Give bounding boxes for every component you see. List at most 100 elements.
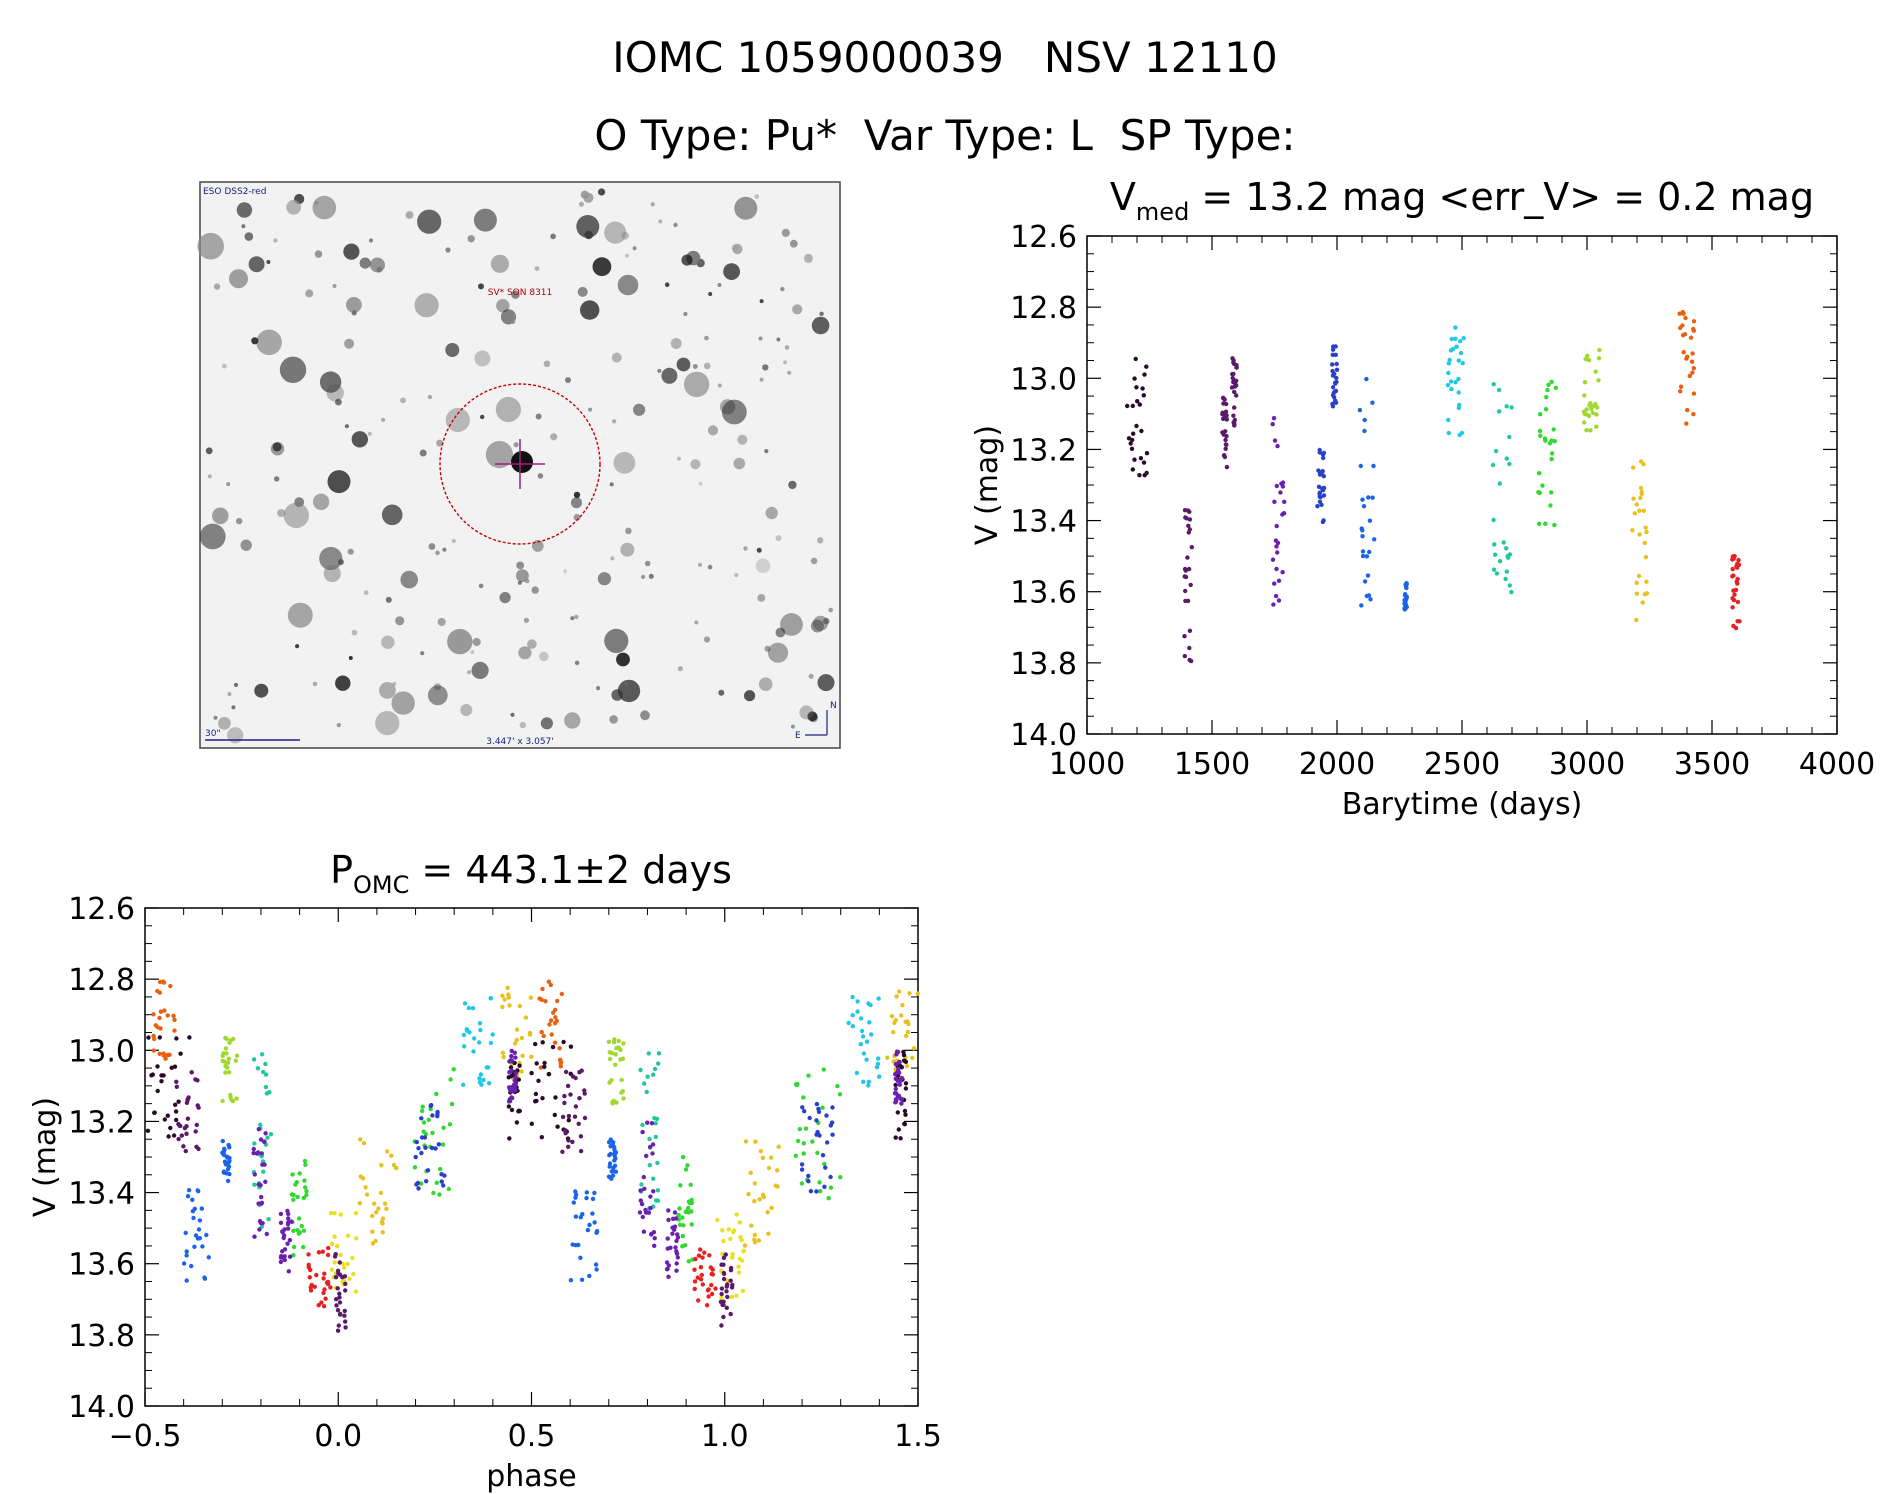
data-point xyxy=(758,1149,764,1154)
y-tick-label: 12.8 xyxy=(1010,291,1077,326)
data-point xyxy=(1187,645,1192,651)
finder-star xyxy=(670,338,682,349)
data-point xyxy=(425,1168,431,1173)
data-point xyxy=(898,1136,903,1141)
data-point xyxy=(760,1155,766,1161)
data-point xyxy=(1506,555,1511,560)
data-point xyxy=(268,1132,274,1137)
finder-star xyxy=(617,679,641,703)
finder-star xyxy=(788,480,797,490)
data-point xyxy=(1731,573,1736,578)
finder-star xyxy=(783,360,788,365)
data-point xyxy=(423,1145,428,1150)
finder-star xyxy=(213,283,221,290)
data-point xyxy=(1224,464,1230,470)
data-point xyxy=(1735,599,1741,605)
data-point xyxy=(157,1015,162,1021)
finder-star xyxy=(677,666,683,672)
data-point xyxy=(607,1164,612,1169)
data-point xyxy=(867,1020,872,1025)
data-point xyxy=(266,1217,271,1222)
data-point xyxy=(379,1219,385,1225)
data-point xyxy=(1334,367,1340,372)
data-point xyxy=(1538,412,1543,417)
data-point xyxy=(1334,361,1339,367)
finder-star xyxy=(485,441,513,469)
data-point xyxy=(1330,401,1335,407)
data-point xyxy=(655,1198,661,1203)
data-point xyxy=(706,1294,711,1299)
data-point xyxy=(648,1205,653,1211)
data-point xyxy=(741,1249,746,1254)
type-subtitle: O Type: Pu* Var Type: L SP Type: xyxy=(594,111,1295,160)
data-point xyxy=(719,1323,724,1328)
x-tick-label: 1000 xyxy=(1049,747,1125,782)
data-point xyxy=(1590,410,1596,416)
finder-star xyxy=(241,224,246,229)
finder-star xyxy=(381,504,403,526)
data-point xyxy=(509,1107,515,1113)
data-point xyxy=(874,1065,880,1070)
finder-star xyxy=(641,574,646,580)
data-point xyxy=(566,1113,572,1119)
finder-star xyxy=(580,300,600,320)
data-point xyxy=(477,1080,483,1085)
data-point xyxy=(572,1114,578,1119)
data-point xyxy=(342,1274,348,1279)
data-point xyxy=(893,1097,899,1102)
east-label: E xyxy=(795,731,801,741)
data-point xyxy=(612,1150,617,1156)
data-point xyxy=(688,1182,693,1188)
data-point xyxy=(1536,471,1542,476)
data-point xyxy=(665,1236,670,1241)
data-point xyxy=(225,1178,231,1184)
data-point xyxy=(449,1101,455,1107)
data-point xyxy=(1643,525,1648,530)
data-point xyxy=(507,1070,512,1075)
data-point xyxy=(752,1199,757,1204)
data-point xyxy=(533,1099,538,1104)
data-point xyxy=(166,1134,171,1139)
data-point xyxy=(145,1128,151,1134)
finder-star xyxy=(312,493,330,510)
data-point xyxy=(866,1079,871,1085)
data-point xyxy=(329,1267,335,1272)
finder-star xyxy=(759,377,764,382)
data-point xyxy=(161,1053,166,1058)
data-point xyxy=(252,1234,257,1239)
data-point xyxy=(174,1084,179,1090)
data-point xyxy=(1220,412,1225,417)
finder-star xyxy=(690,459,701,470)
data-point xyxy=(280,1249,285,1254)
data-point xyxy=(541,1033,546,1039)
data-point xyxy=(1232,389,1237,395)
data-point xyxy=(730,1252,735,1257)
data-point xyxy=(509,1058,514,1063)
data-point xyxy=(278,1220,284,1226)
data-point xyxy=(707,1253,712,1258)
data-point xyxy=(652,1243,657,1249)
data-point xyxy=(343,1319,348,1324)
data-point xyxy=(1631,496,1636,501)
data-point xyxy=(1402,601,1407,606)
data-point xyxy=(155,1088,160,1094)
data-point xyxy=(904,1063,910,1069)
data-point xyxy=(185,1116,191,1121)
data-point xyxy=(894,994,899,999)
data-point xyxy=(1132,376,1137,381)
finder-star xyxy=(609,715,618,724)
x-tick-label: 3000 xyxy=(1549,747,1625,782)
finder-star xyxy=(565,377,571,384)
data-point xyxy=(176,1136,181,1142)
data-point xyxy=(189,1070,194,1075)
data-point xyxy=(642,1186,647,1192)
x-tick-label: 1.5 xyxy=(894,1419,942,1454)
data-point xyxy=(252,1141,257,1146)
data-point xyxy=(825,1140,830,1145)
data-point xyxy=(321,1290,326,1296)
data-point xyxy=(490,1032,495,1037)
data-point xyxy=(1734,565,1740,570)
data-point xyxy=(1232,405,1237,410)
finder-star xyxy=(819,311,824,316)
finder-star xyxy=(537,473,544,479)
